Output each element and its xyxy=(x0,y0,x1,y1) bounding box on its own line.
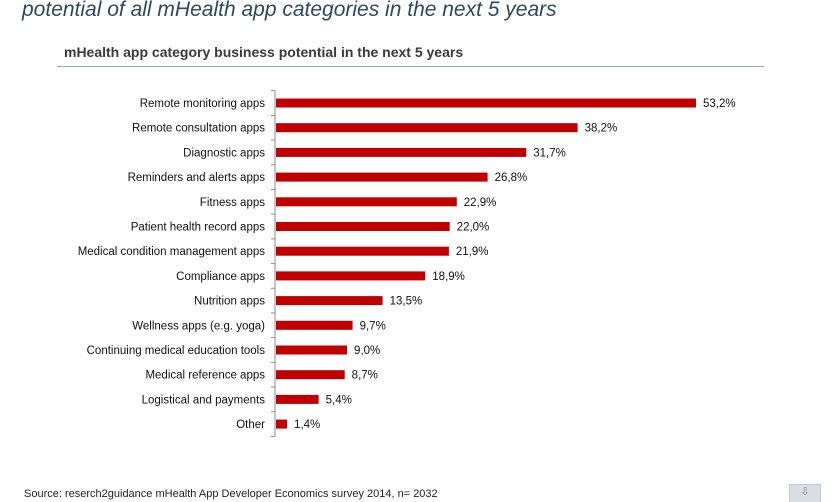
bar xyxy=(276,123,578,133)
value-label: 22,9% xyxy=(464,197,497,209)
bar xyxy=(276,394,319,404)
value-label: 53,2% xyxy=(703,98,736,110)
category-label: Patient health record apps xyxy=(131,222,266,234)
bar xyxy=(276,370,345,380)
value-label: 18,9% xyxy=(432,271,465,283)
bar xyxy=(276,320,353,330)
category-label: Remote monitoring apps xyxy=(140,98,266,110)
value-label: 9,0% xyxy=(354,345,380,357)
category-label: Remote consultation apps xyxy=(132,123,265,135)
bar xyxy=(276,172,488,182)
value-label: 22,0% xyxy=(457,222,490,234)
download-icon: ⇩ xyxy=(800,486,810,498)
bar xyxy=(276,222,450,231)
page-heading: potential of all mHealth app categories … xyxy=(22,0,557,21)
value-label: 38,2% xyxy=(585,123,618,135)
category-label: Nutrition apps xyxy=(194,296,265,308)
value-label: 5,4% xyxy=(326,394,352,406)
value-label: 26,8% xyxy=(495,172,528,184)
category-label: Compliance apps xyxy=(176,271,265,283)
bar xyxy=(276,271,426,281)
category-label: Other xyxy=(236,419,265,431)
bar xyxy=(276,419,288,429)
bar xyxy=(276,98,696,108)
bar xyxy=(276,296,383,306)
category-label: Wellness apps (e.g. yoga) xyxy=(132,320,265,332)
source-note: Source: reserch2guidance mHealth App Dev… xyxy=(24,488,438,500)
category-label: Diagnostic apps xyxy=(183,147,265,159)
category-label: Medical reference apps xyxy=(145,370,265,382)
value-label: 13,5% xyxy=(390,296,423,308)
bar xyxy=(276,246,449,256)
value-label: 21,9% xyxy=(456,246,489,258)
bar xyxy=(276,345,348,355)
category-label: Fitness apps xyxy=(200,197,265,209)
bar xyxy=(276,147,527,157)
chart-title: mHealth app category business potential … xyxy=(64,44,464,60)
bar-chart: Remote monitoring apps 53,2% Remote consul… xyxy=(78,90,736,437)
download-button[interactable]: ⇩ xyxy=(789,484,821,502)
category-label: Logistical and payments xyxy=(142,394,266,406)
title-divider xyxy=(57,66,764,67)
bar xyxy=(276,197,457,207)
value-label: 8,7% xyxy=(352,370,378,382)
value-label: 1,4% xyxy=(294,419,320,431)
value-label: 9,7% xyxy=(360,320,386,332)
value-label: 31,7% xyxy=(533,147,566,159)
category-label: Medical condition management apps xyxy=(78,246,266,258)
category-label: Reminders and alerts apps xyxy=(128,172,266,184)
category-label: Continuing medical education tools xyxy=(87,345,266,357)
